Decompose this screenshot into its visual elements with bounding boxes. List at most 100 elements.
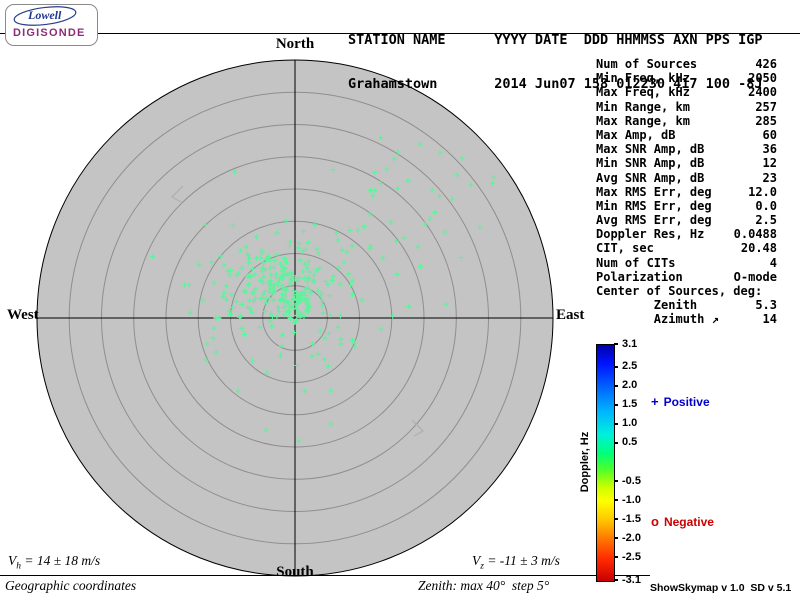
colorbar-tick bbox=[614, 365, 618, 368]
stat-value: 426 bbox=[755, 57, 777, 71]
station-header-values: Grahamstown 2014 Jun07 158 012230 417 10… bbox=[348, 75, 763, 92]
colorbar-tick bbox=[614, 480, 618, 483]
vz-subscript: z bbox=[480, 561, 484, 572]
colorbar-tick-label: 3.1 bbox=[622, 337, 638, 350]
stat-value: 2400 bbox=[748, 85, 777, 100]
stat-label: Max Freq, kHz bbox=[596, 85, 690, 100]
vh-symbol: V bbox=[8, 553, 17, 568]
vh-subscript: h bbox=[16, 561, 21, 572]
colorbar-tick bbox=[614, 441, 618, 444]
stats-panel: Num of Sources 426 Min Freq, kHz 2050 Max Fr… bbox=[596, 57, 777, 327]
stat-row: Max Range, km 285 bbox=[596, 114, 777, 128]
stat-value: 23 bbox=[762, 170, 777, 185]
colorbar-tick bbox=[614, 499, 618, 502]
colorbar-tick bbox=[614, 422, 618, 425]
stat-value: 12 bbox=[762, 156, 777, 171]
stat-value: O-mode bbox=[733, 269, 777, 284]
logo-swoosh-icon bbox=[13, 6, 77, 26]
stat-value: 257 bbox=[755, 99, 777, 114]
stat-row: Polarization O-mode bbox=[596, 270, 777, 284]
colorbar-tick bbox=[614, 403, 618, 406]
colorbar-tick-label: 2.0 bbox=[622, 379, 638, 392]
colorbar-tick bbox=[614, 537, 618, 540]
stat-label: Max RMS Err, deg bbox=[596, 184, 712, 199]
station-header-columns: STATION NAME YYYY DATE DDD HHMMSS AXN PP… bbox=[348, 32, 763, 48]
colorbar-tick bbox=[614, 384, 618, 387]
stat-value: 2.5 bbox=[755, 213, 777, 228]
colorbar-tick-label: -1.0 bbox=[622, 493, 641, 506]
stat-label: Azimuth ↗ bbox=[596, 312, 719, 327]
vh-value: = 14 ± 18 m/s bbox=[20, 553, 101, 568]
stat-label: Avg SNR Amp, dB bbox=[596, 170, 705, 185]
stat-label: Min Range, km bbox=[596, 99, 690, 114]
colorbar-tick-label: 2.5 bbox=[622, 360, 638, 373]
stat-label: Avg RMS Err, deg bbox=[596, 213, 712, 228]
stat-value: 0.0 bbox=[755, 198, 777, 213]
colorbar-tick bbox=[614, 518, 618, 521]
colorbar-tick-label: 1.5 bbox=[622, 398, 638, 411]
version-label: ShowSkymap v 1.0 SD v 5.1 bbox=[650, 582, 792, 594]
header-divider bbox=[0, 33, 800, 34]
stat-value: 5.3 bbox=[755, 298, 777, 313]
stat-row: Avg SNR Amp, dB 23 bbox=[596, 171, 777, 185]
colorbar-tick-label: 1.0 bbox=[622, 417, 638, 430]
zenith-range-label: Zenith: max 40° step 5° bbox=[418, 578, 550, 593]
stat-row: Center of Sources, deg: bbox=[596, 284, 777, 298]
colorbar-tick bbox=[614, 343, 618, 345]
stat-value: 60 bbox=[762, 127, 777, 142]
colorbar-tick bbox=[614, 556, 618, 559]
stat-value: 285 bbox=[755, 113, 777, 128]
colorbar-tick-label: -1.5 bbox=[622, 512, 641, 525]
vz-value: = -11 ± 3 m/s bbox=[483, 553, 560, 568]
stat-row: Max RMS Err, deg 12.0 bbox=[596, 185, 777, 199]
footer-divider bbox=[0, 575, 650, 576]
legend-positive-label: Positive bbox=[663, 395, 710, 409]
compass-label-north: North bbox=[275, 36, 315, 52]
colorbar-tick bbox=[614, 579, 618, 581]
colorbar-tick-label: -3.1 bbox=[622, 573, 641, 586]
vz-symbol: V bbox=[472, 553, 481, 568]
colorbar-axis-label: Doppler, Hz bbox=[579, 431, 591, 493]
logo-lowell: Lowell bbox=[28, 8, 62, 22]
stat-row: Zenith 5.3 bbox=[596, 298, 777, 312]
doppler-colorbar: 3.1 2.5 2.0 1.5 1.0 0.5 -0.5 -1.0 -1.5 -2.0 -2.5 -3… bbox=[596, 338, 676, 586]
coordinates-system-label: Geographic coordinates bbox=[5, 578, 137, 593]
stat-row: Doppler Res, Hz 0.0488 bbox=[596, 227, 777, 241]
stat-value: 4 bbox=[769, 255, 777, 270]
plus-icon: + bbox=[651, 394, 659, 409]
stat-row: Max SNR Amp, dB 36 bbox=[596, 142, 777, 156]
circle-icon: o bbox=[651, 514, 659, 529]
station-header: STATION NAME YYYY DATE DDD HHMMSS AXN PP… bbox=[348, 4, 763, 120]
stat-label: Max Range, km bbox=[596, 113, 690, 128]
compass-label-east: East bbox=[556, 307, 585, 323]
stat-value: 0.0488 bbox=[733, 227, 777, 242]
stat-label: Max SNR Amp, dB bbox=[596, 142, 705, 157]
stat-value: 14 bbox=[762, 312, 777, 327]
colorbar-tick-label: -0.5 bbox=[622, 474, 641, 487]
stat-row: Azimuth ↗ 14 bbox=[596, 312, 777, 326]
stat-label: Min RMS Err, deg bbox=[596, 198, 712, 213]
stat-label: Num of CITs bbox=[596, 255, 676, 270]
stat-row: Min RMS Err, deg 0.0 bbox=[596, 199, 777, 213]
vh-velocity-label: Vh = 14 ± 18 m/s bbox=[8, 553, 100, 572]
stat-value: 2050 bbox=[748, 71, 777, 86]
stat-row: Min Range, km 257 bbox=[596, 100, 777, 114]
stat-row: Avg RMS Err, deg 2.5 bbox=[596, 213, 777, 227]
stat-row: Min Freq, kHz 2050 bbox=[596, 71, 777, 85]
stat-row: Max Freq, kHz 2400 bbox=[596, 85, 777, 99]
compass-label-west: West bbox=[7, 307, 39, 323]
compass-label-south: South bbox=[276, 564, 314, 580]
stat-label: Num of Sources bbox=[596, 57, 698, 71]
stat-value: 36 bbox=[762, 142, 777, 157]
colorbar-tick-label: -2.5 bbox=[622, 550, 641, 563]
stat-row: Min SNR Amp, dB 12 bbox=[596, 156, 777, 170]
stat-row: Max Amp, dB 60 bbox=[596, 128, 777, 142]
legend-negative-label: Negative bbox=[663, 515, 714, 529]
stat-label: Zenith bbox=[596, 298, 698, 313]
stat-row: Num of Sources 426 bbox=[596, 57, 777, 71]
legend-positive: + Positive bbox=[651, 394, 710, 409]
colorbar-gradient bbox=[596, 344, 615, 582]
vz-velocity-label: Vz = -11 ± 3 m/s bbox=[472, 553, 560, 572]
